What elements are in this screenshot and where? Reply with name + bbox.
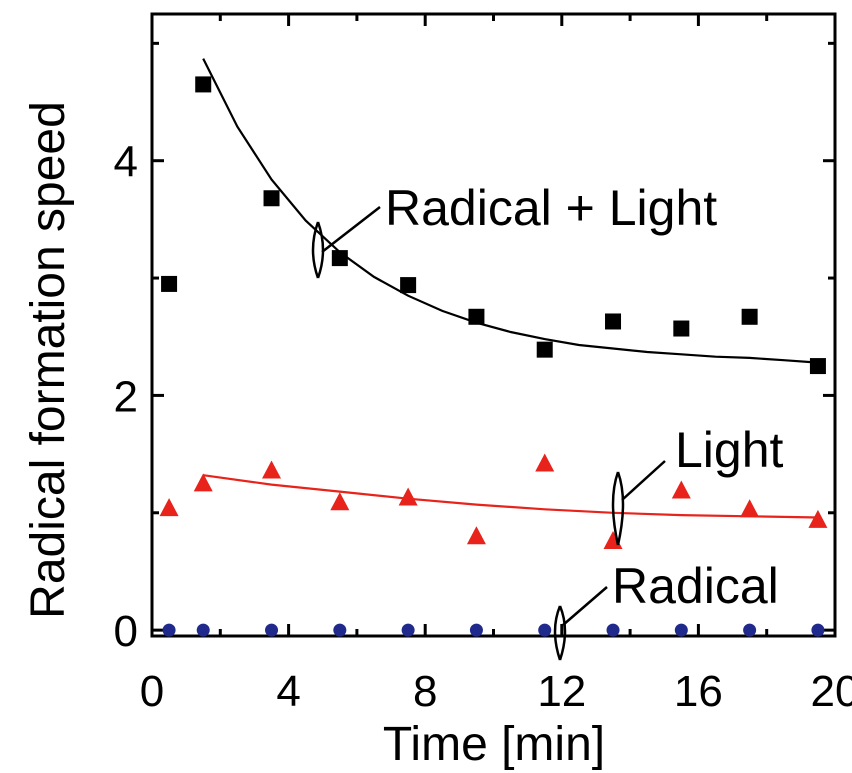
fit-line <box>203 474 818 519</box>
data-point-triangle <box>535 453 555 472</box>
y-tick-label: 0 <box>114 607 138 656</box>
plot-frame <box>150 12 837 638</box>
annotation-light: Light <box>611 422 784 546</box>
data-point-circle <box>674 623 688 637</box>
fit-line <box>202 58 818 364</box>
annotation-label: Radical + Light <box>385 180 717 236</box>
x-tick-label: 20 <box>811 667 852 716</box>
data-point-square <box>161 275 178 292</box>
data-points <box>159 76 828 637</box>
data-point-square <box>263 190 280 207</box>
data-point-circle <box>743 623 757 637</box>
x-tick-label: 12 <box>537 667 586 716</box>
data-point-square <box>741 308 758 325</box>
data-point-square <box>809 358 826 375</box>
data-point-circle <box>606 623 620 637</box>
data-point-circle <box>162 623 176 637</box>
data-point-triangle <box>330 492 350 511</box>
annotation-radical-light: Radical + Light <box>311 180 717 279</box>
data-point-square <box>195 76 212 93</box>
x-tick-label: 0 <box>140 667 164 716</box>
x-tick-label: 8 <box>413 667 437 716</box>
data-point-square <box>673 320 690 337</box>
data-point-triangle <box>808 509 828 528</box>
data-point-triangle <box>193 473 213 492</box>
data-point-circle <box>265 623 279 637</box>
data-point-square <box>605 313 622 330</box>
annotation-label: Light <box>675 422 784 478</box>
data-point-circle <box>401 623 415 637</box>
annotation-leader <box>553 586 608 661</box>
fit-lines <box>202 58 818 519</box>
annotation-leader <box>311 206 381 279</box>
axis-ticks: 0 4 8 12 16 20 0 2 4 <box>114 14 852 716</box>
data-point-triangle <box>671 480 691 499</box>
annotation-radical: Radical <box>553 558 779 661</box>
y-tick-label: 4 <box>114 138 138 187</box>
data-point-triangle <box>398 487 418 506</box>
data-point-square <box>400 277 417 294</box>
data-point-circle <box>333 623 347 637</box>
annotation-label: Radical <box>612 558 779 614</box>
data-point-triangle <box>466 526 486 545</box>
data-point-circle <box>196 623 210 637</box>
data-point-circle <box>811 623 825 637</box>
data-point-triangle <box>262 460 282 479</box>
y-axis-title: Radical formation speed <box>22 101 75 619</box>
data-point-square <box>331 250 348 267</box>
annotation-leader <box>611 460 666 546</box>
x-tick-label: 16 <box>674 667 723 716</box>
data-point-square <box>536 341 553 358</box>
data-point-square <box>468 308 485 325</box>
x-tick-label: 4 <box>276 667 300 716</box>
data-point-triangle <box>159 498 179 517</box>
x-axis-title: Time [min] <box>383 718 605 771</box>
data-point-circle <box>538 623 552 637</box>
data-point-triangle <box>740 499 760 518</box>
y-tick-label: 2 <box>114 372 138 421</box>
data-point-circle <box>469 623 483 637</box>
